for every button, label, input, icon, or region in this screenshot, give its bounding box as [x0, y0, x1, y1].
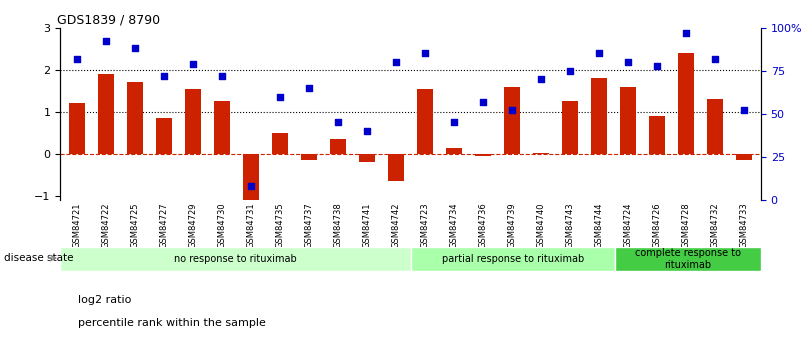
Text: GSM84735: GSM84735 — [276, 203, 284, 248]
Point — [100, 39, 113, 44]
Bar — [504, 87, 520, 154]
Text: GDS1839 / 8790: GDS1839 / 8790 — [57, 13, 159, 27]
Point — [187, 61, 199, 67]
Bar — [475, 154, 491, 156]
Bar — [185, 89, 201, 154]
Text: GSM84736: GSM84736 — [478, 203, 488, 248]
Bar — [649, 116, 665, 154]
Bar — [272, 133, 288, 154]
Bar — [60, 247, 410, 271]
Text: GSM84728: GSM84728 — [681, 203, 690, 248]
Bar — [156, 118, 172, 154]
Bar — [446, 148, 462, 154]
Bar — [99, 74, 115, 154]
Bar — [615, 247, 761, 271]
Point — [477, 99, 489, 105]
Text: GSM84742: GSM84742 — [392, 203, 400, 248]
Point — [360, 128, 373, 134]
Bar — [417, 89, 433, 154]
Text: GSM84740: GSM84740 — [537, 203, 545, 248]
Bar — [620, 87, 636, 154]
Text: GSM84734: GSM84734 — [449, 203, 458, 248]
Bar — [215, 101, 230, 154]
Bar — [533, 153, 549, 154]
Bar — [562, 101, 578, 154]
Text: percentile rank within the sample: percentile rank within the sample — [78, 318, 267, 327]
Text: GSM84733: GSM84733 — [739, 203, 748, 248]
Point — [622, 59, 634, 65]
Bar — [330, 139, 346, 154]
Text: no response to rituximab: no response to rituximab — [174, 254, 296, 264]
Text: GSM84743: GSM84743 — [566, 203, 574, 248]
Bar — [244, 154, 260, 200]
Text: GSM84725: GSM84725 — [131, 203, 140, 248]
Point — [215, 73, 228, 79]
Point — [245, 184, 258, 189]
Text: GSM84724: GSM84724 — [623, 203, 632, 248]
Text: disease state: disease state — [4, 253, 74, 263]
Point — [332, 120, 344, 125]
Point — [303, 85, 316, 91]
Point — [158, 73, 171, 79]
Text: GSM84721: GSM84721 — [73, 203, 82, 248]
Text: GSM84723: GSM84723 — [421, 203, 429, 248]
Text: GSM84737: GSM84737 — [304, 203, 314, 248]
Point — [274, 94, 287, 99]
Point — [419, 51, 432, 56]
Point — [593, 51, 606, 56]
Point — [708, 56, 721, 61]
Bar — [70, 104, 86, 154]
Point — [737, 108, 750, 113]
Point — [448, 120, 461, 125]
Point — [650, 63, 663, 68]
Text: GSM84726: GSM84726 — [652, 203, 661, 248]
Point — [534, 77, 547, 82]
Text: GSM84741: GSM84741 — [363, 203, 372, 248]
Bar — [678, 53, 694, 154]
Text: GSM84744: GSM84744 — [594, 203, 603, 248]
Point — [563, 68, 576, 73]
Bar — [301, 154, 317, 160]
Text: GSM84731: GSM84731 — [247, 203, 256, 248]
Point — [129, 46, 142, 51]
Point — [71, 56, 84, 61]
Text: GSM84739: GSM84739 — [507, 203, 517, 248]
Text: log2 ratio: log2 ratio — [78, 295, 132, 305]
Text: GSM84732: GSM84732 — [710, 203, 719, 248]
Bar — [127, 82, 143, 154]
Text: complete response to
rituximab: complete response to rituximab — [635, 248, 741, 269]
Text: GSM84727: GSM84727 — [160, 203, 169, 248]
Bar — [735, 154, 751, 160]
Text: GSM84722: GSM84722 — [102, 203, 111, 248]
Bar — [388, 154, 404, 181]
Text: GSM84738: GSM84738 — [333, 203, 343, 248]
Point — [679, 30, 692, 36]
Text: GSM84730: GSM84730 — [218, 203, 227, 248]
Bar — [706, 99, 723, 154]
Text: partial response to rituximab: partial response to rituximab — [441, 254, 584, 264]
Bar — [410, 247, 615, 271]
Text: GSM84729: GSM84729 — [189, 203, 198, 248]
Bar — [359, 154, 375, 162]
Point — [389, 59, 402, 65]
Point — [505, 108, 518, 113]
Bar — [591, 78, 606, 154]
